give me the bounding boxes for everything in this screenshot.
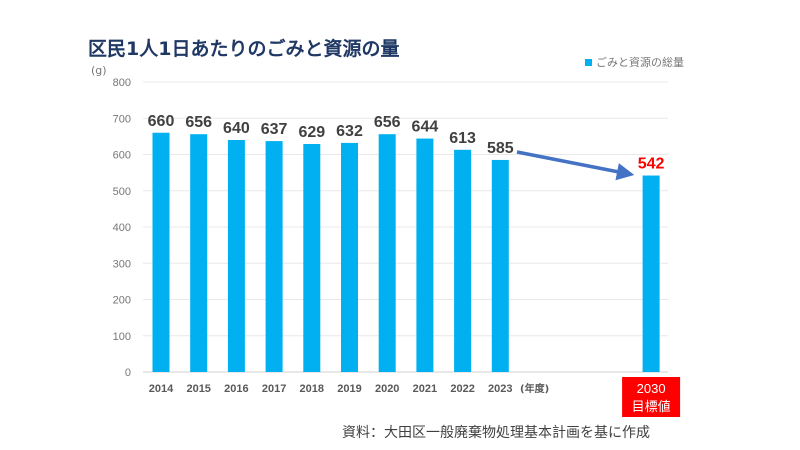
y-tick-label: 400 xyxy=(113,222,131,234)
x-tick-label: 2015 xyxy=(186,383,210,395)
target-label-text: 目標値 xyxy=(632,399,671,415)
x-tick-label: 2020 xyxy=(375,383,399,395)
target-label-box xyxy=(622,377,681,417)
x-tick-label: 2023 xyxy=(488,383,512,395)
target-year-label: 2030 xyxy=(637,381,666,396)
bar-2015 xyxy=(190,134,208,372)
bar-2030 xyxy=(642,175,660,372)
y-tick-label: 0 xyxy=(125,367,131,379)
y-tick-label: 600 xyxy=(113,150,131,162)
bar-2021 xyxy=(416,138,434,372)
x-axis-label: (年度) xyxy=(520,382,549,395)
y-tick-label: 800 xyxy=(113,77,131,89)
data-label: 640 xyxy=(223,120,250,137)
x-tick-label: 2022 xyxy=(450,383,474,395)
y-tick-label: 100 xyxy=(113,331,131,343)
y-tick-label: 700 xyxy=(113,113,131,125)
legend-label: ごみと資源の総量 xyxy=(596,56,684,69)
x-tick-label: 2017 xyxy=(262,383,286,395)
data-label: 637 xyxy=(261,121,288,138)
data-label: 656 xyxy=(185,114,212,131)
data-label: 585 xyxy=(487,140,514,157)
legend-swatch xyxy=(585,58,592,66)
x-tick-label: 2014 xyxy=(149,383,174,395)
bar-2014 xyxy=(152,132,170,372)
bar-2023 xyxy=(491,159,509,372)
legend: ごみと資源の総量 xyxy=(585,54,684,70)
x-tick-label: 2016 xyxy=(224,383,248,395)
bar-2018 xyxy=(303,143,321,372)
y-tick-label: 500 xyxy=(113,186,131,198)
data-label: 629 xyxy=(298,124,325,141)
data-label: 644 xyxy=(412,119,439,136)
x-tick-label: 2019 xyxy=(337,383,361,395)
source-note: 資料：大田区一般廃棄物処理基本計画を基に作成 xyxy=(342,425,650,441)
y-tick-label: 300 xyxy=(113,258,131,270)
chart-title: 区民1人1日あたりのごみと資源の量 xyxy=(88,38,400,60)
bar-2016 xyxy=(227,140,245,372)
bar-2020 xyxy=(378,134,396,372)
trend-arrow xyxy=(516,150,635,181)
y-tick-label: 200 xyxy=(113,295,131,307)
bar-2017 xyxy=(265,141,283,372)
y-axis-unit: (g) xyxy=(91,64,107,77)
data-label: 613 xyxy=(449,130,476,147)
bar-2022 xyxy=(454,149,472,372)
x-tick-label: 2018 xyxy=(300,383,324,395)
x-tick-label: 2021 xyxy=(413,383,437,395)
data-label: 660 xyxy=(148,113,175,130)
bar-2019 xyxy=(341,142,358,372)
data-label: 632 xyxy=(336,123,363,140)
data-label: 542 xyxy=(638,156,665,173)
data-label: 656 xyxy=(374,114,401,131)
